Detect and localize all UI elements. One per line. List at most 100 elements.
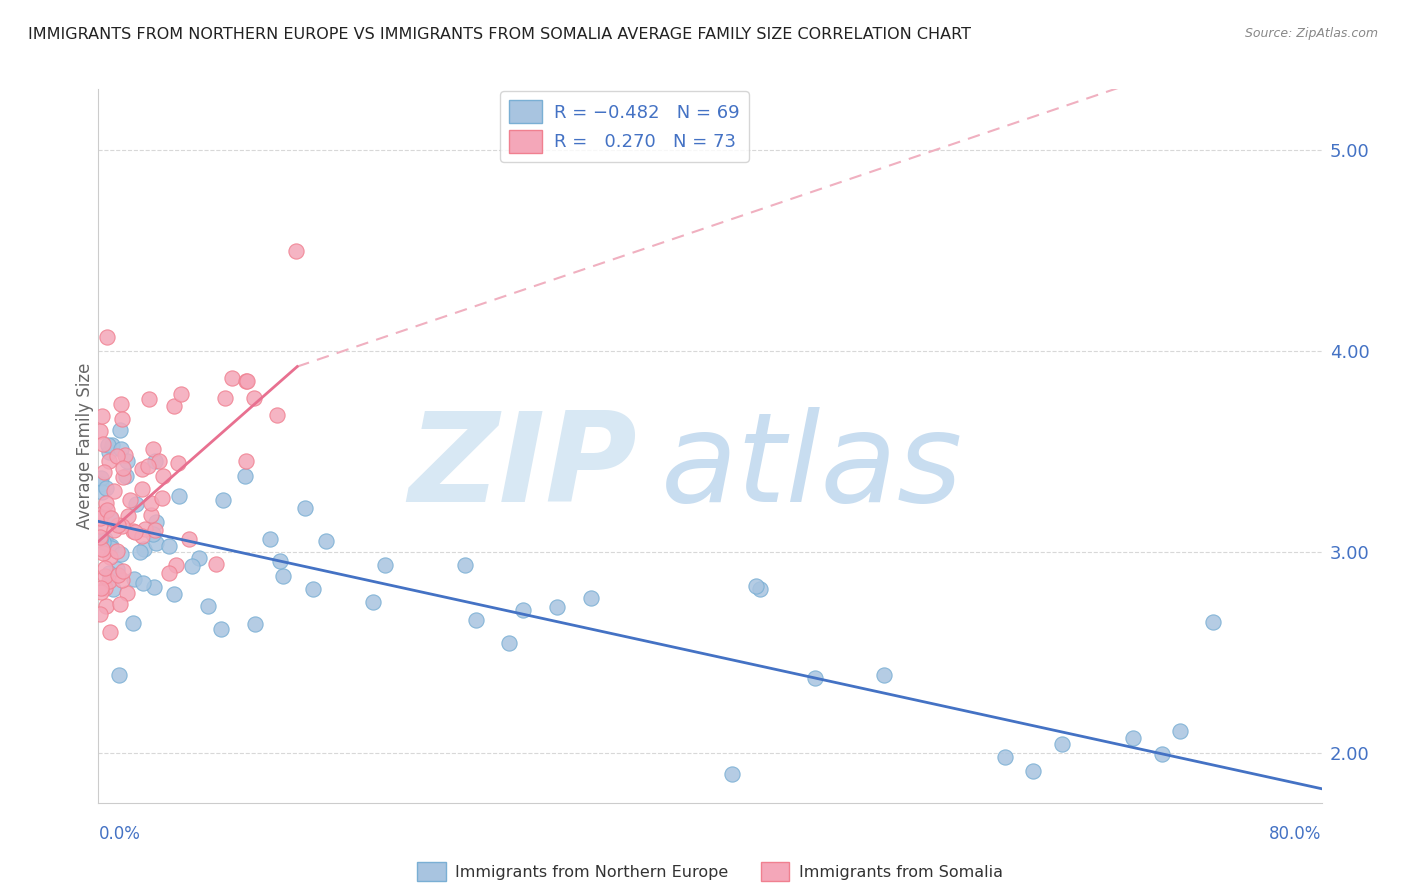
Point <box>167 456 190 470</box>
Point <box>89 424 111 438</box>
Point <box>181 558 204 573</box>
Point <box>271 569 294 583</box>
Point <box>138 392 160 407</box>
Point <box>134 522 156 536</box>
Point <box>1170 723 1192 738</box>
Point <box>110 397 132 411</box>
Point <box>163 587 186 601</box>
Point <box>108 423 131 437</box>
Point <box>361 595 384 609</box>
Point <box>110 547 132 561</box>
Point <box>170 387 193 401</box>
Point <box>96 330 118 344</box>
Point <box>90 581 112 595</box>
Point <box>91 485 114 500</box>
Point <box>105 562 128 576</box>
Point <box>294 500 316 515</box>
Y-axis label: Average Family Size: Average Family Size <box>76 363 94 529</box>
Point <box>139 496 162 510</box>
Point <box>114 448 136 462</box>
Point <box>804 671 827 685</box>
Point <box>112 470 135 484</box>
Point <box>1150 747 1173 761</box>
Point <box>122 616 145 631</box>
Point <box>89 607 111 622</box>
Text: Source: ZipAtlas.com: Source: ZipAtlas.com <box>1244 27 1378 40</box>
Point <box>143 523 166 537</box>
Point <box>1201 615 1223 629</box>
Point <box>103 523 125 537</box>
Point <box>138 458 160 473</box>
Point <box>111 461 134 475</box>
Point <box>143 453 166 467</box>
Point <box>96 495 118 509</box>
Point <box>111 412 134 426</box>
Point <box>89 530 111 544</box>
Point <box>1022 764 1045 778</box>
Point <box>97 574 120 589</box>
Point <box>498 636 520 650</box>
Point <box>512 603 534 617</box>
Point <box>243 617 266 632</box>
Point <box>749 582 772 596</box>
Text: IMMIGRANTS FROM NORTHERN EUROPE VS IMMIGRANTS FROM SOMALIA AVERAGE FAMILY SIZE C: IMMIGRANTS FROM NORTHERN EUROPE VS IMMIG… <box>28 27 972 42</box>
Point <box>103 484 125 499</box>
Point <box>91 506 114 520</box>
Point <box>269 553 291 567</box>
Point <box>236 374 259 388</box>
Point <box>115 468 138 483</box>
Point <box>464 613 486 627</box>
Point <box>214 391 236 405</box>
Point <box>111 564 134 578</box>
Point <box>179 533 201 547</box>
Point <box>235 374 257 388</box>
Point <box>993 749 1015 764</box>
Point <box>117 508 139 523</box>
Point <box>105 544 128 558</box>
Point <box>91 437 114 451</box>
Point <box>148 454 170 468</box>
Point <box>1050 737 1073 751</box>
Point <box>94 581 117 595</box>
Point <box>209 623 232 637</box>
Point <box>100 541 122 556</box>
Point <box>89 533 111 547</box>
Text: 0.0%: 0.0% <box>98 825 141 843</box>
Point <box>315 534 337 549</box>
Point <box>101 582 124 597</box>
Point <box>145 536 167 550</box>
Point <box>212 492 235 507</box>
Point <box>150 491 173 505</box>
Point <box>745 579 768 593</box>
Point <box>107 568 129 582</box>
Point <box>233 468 256 483</box>
Point <box>142 527 165 541</box>
Point <box>91 541 114 556</box>
Point <box>142 442 165 456</box>
Point <box>91 409 114 423</box>
Point <box>242 392 264 406</box>
Point <box>108 597 131 611</box>
Point <box>96 481 118 495</box>
Point <box>131 483 153 497</box>
Point <box>131 575 153 590</box>
Point <box>454 558 477 572</box>
Point <box>374 558 396 572</box>
Point <box>165 558 187 573</box>
Point <box>98 454 121 468</box>
Point <box>98 549 121 564</box>
Point <box>93 466 115 480</box>
Point <box>157 566 180 580</box>
Text: atlas: atlas <box>661 407 963 528</box>
Point <box>720 766 742 780</box>
Point <box>107 518 129 533</box>
Point <box>115 586 138 600</box>
Point <box>163 399 186 413</box>
Point <box>89 511 111 525</box>
Point <box>139 508 162 523</box>
Point <box>284 244 307 259</box>
Point <box>266 409 288 423</box>
Point <box>235 454 257 468</box>
Point <box>131 462 153 476</box>
Point <box>1122 731 1144 745</box>
